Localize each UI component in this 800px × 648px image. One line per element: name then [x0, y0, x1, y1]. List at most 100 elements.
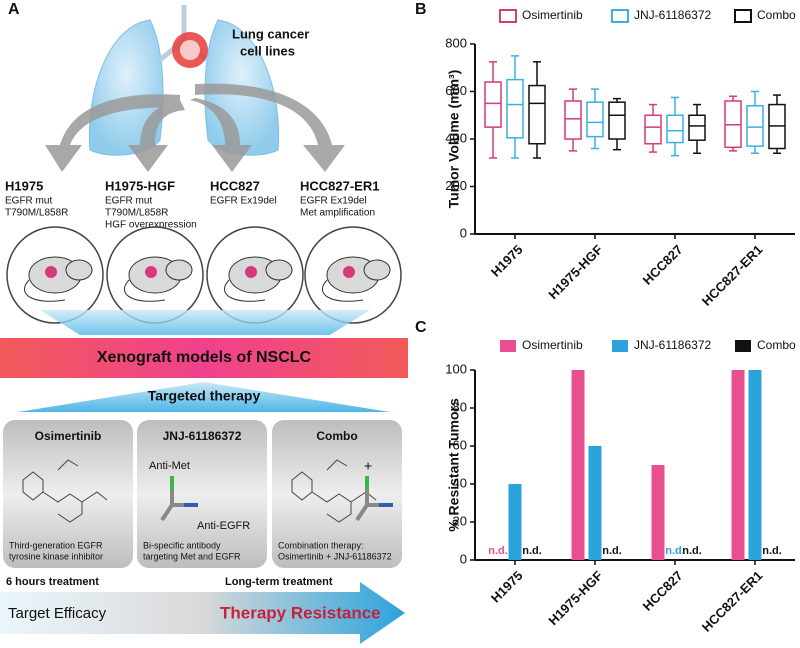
legend-label: Osimertinib — [522, 338, 583, 352]
timeline-label: Therapy Resistance — [220, 603, 381, 622]
y-tick-label: 800 — [445, 35, 467, 50]
box — [666, 114, 684, 144]
y-tick-label: 100 — [445, 361, 467, 376]
y-tick-label: 0 — [460, 551, 467, 566]
box — [688, 114, 706, 141]
drug-name: JNJ-61186372 — [163, 429, 242, 443]
bar — [571, 370, 585, 560]
value-label: n.d. — [762, 545, 782, 557]
bar — [588, 446, 602, 560]
y-tick-label: 200 — [445, 178, 467, 193]
lung — [88, 19, 164, 156]
value-label: n.d. — [522, 545, 542, 557]
cell-line-name: H1975 — [5, 178, 43, 193]
mouse-tail — [321, 279, 364, 302]
bar — [651, 465, 665, 560]
y-tick-label: 20 — [453, 513, 467, 528]
mouse-head — [363, 259, 391, 281]
mouse-tail — [223, 279, 266, 302]
cell-line-detail: EGFR Ex19del — [300, 196, 367, 207]
cell-line-detail: T790M/L858R — [5, 208, 68, 219]
box — [644, 114, 662, 145]
mouse-head — [165, 259, 193, 281]
lung-label: cell lines — [240, 43, 295, 58]
legend-swatch — [734, 9, 752, 23]
legend-label: Combo — [757, 8, 796, 22]
drug-name: Osimertinib — [35, 429, 102, 443]
cell-line-name: HCC827-ER1 — [300, 178, 379, 193]
lung-label: Lung cancer — [232, 26, 309, 41]
y-tick-label: 60 — [453, 437, 467, 452]
bar — [731, 370, 745, 560]
y-axis-label: Tumor Volume (mm³) — [446, 70, 462, 209]
drug-box — [272, 420, 402, 568]
timeline-arrow — [0, 582, 405, 644]
box — [484, 81, 502, 128]
box — [608, 101, 626, 140]
x-tick-label: HCC827 — [640, 568, 686, 614]
antibody-label: Anti-EGFR — [197, 520, 250, 532]
mouse-tumor — [245, 266, 257, 278]
legend-swatch — [612, 340, 628, 352]
mouse-tumor — [145, 266, 157, 278]
arrows — [45, 83, 345, 172]
cell-line-name: H1975-HGF — [105, 178, 175, 193]
drug-description: Third-generation EGFR — [9, 540, 103, 550]
cell-line-detail: T790M/L858R — [105, 208, 168, 219]
panel-label: C — [415, 319, 427, 336]
box — [746, 105, 764, 147]
drug-description: targeting Met and EGFR — [143, 551, 241, 561]
plus: + — [364, 458, 372, 474]
legend-label: Combo — [757, 338, 796, 352]
targeted-triangle — [18, 382, 390, 412]
legend-label: JNJ-61186372 — [634, 8, 711, 22]
y-tick-label: 40 — [453, 475, 467, 490]
drug-description: Osimertinib + JNJ-61186372 — [278, 551, 392, 561]
molecule — [22, 459, 108, 523]
bar — [748, 370, 762, 560]
panel-label: B — [415, 1, 427, 18]
bar — [508, 484, 522, 560]
x-tick-label: H1975 — [488, 568, 526, 606]
x-tick-label: HCC827 — [640, 242, 686, 288]
y-tick-label: 80 — [453, 399, 467, 414]
funnel — [40, 310, 370, 335]
y-axis-label: % Resistant Tumors — [446, 398, 462, 532]
legend-label: JNJ-61186372 — [634, 338, 711, 352]
box — [506, 78, 524, 139]
timeline-label: 6 hours treatment — [6, 576, 99, 588]
y-tick-label: 400 — [445, 130, 467, 145]
cell-line-name: HCC827 — [210, 178, 260, 193]
molecule — [291, 459, 377, 523]
drugs: Osimertinib Third-generation EGFRtyrosine… — [3, 420, 402, 568]
mouse-tail — [23, 279, 66, 302]
mouse-tail — [123, 279, 166, 302]
panel-label: A — [8, 1, 20, 18]
x-tick-label: HCC827-ER1 — [699, 242, 766, 309]
cell-line-detail: HGF overexpression — [105, 220, 197, 231]
x-tick-label: H1975 — [488, 242, 526, 280]
drug-name: Combo — [316, 429, 357, 443]
legend-swatch — [499, 9, 517, 23]
legend-swatch — [611, 9, 629, 23]
targeted-label: Targeted therapy — [148, 388, 261, 404]
drug-description: Combination therapy: — [278, 540, 364, 550]
value-label: n.d. — [488, 545, 508, 557]
drug-box — [3, 420, 133, 568]
antibody-label: Anti-Met — [149, 460, 190, 472]
x-tick-label: H1975-HGF — [545, 242, 605, 302]
value-label: n.d. — [665, 545, 685, 557]
x-tick-label: H1975-HGF — [545, 568, 605, 628]
value-label: n.d. — [602, 545, 622, 557]
cell-line-detail: Met amplification — [300, 208, 375, 219]
tumor — [180, 40, 200, 60]
box — [586, 101, 604, 138]
box — [528, 84, 546, 145]
y-tick-label: 600 — [445, 83, 467, 98]
cell-line-detail: EGFR Ex19del — [210, 196, 277, 207]
mouse-head — [265, 259, 293, 281]
mouse-head — [65, 259, 93, 281]
xenograft-bar — [0, 338, 408, 378]
